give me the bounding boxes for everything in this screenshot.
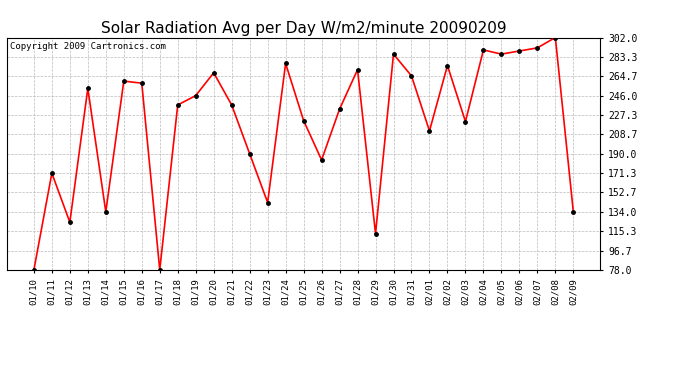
Text: Copyright 2009 Cartronics.com: Copyright 2009 Cartronics.com [10,42,166,51]
Title: Solar Radiation Avg per Day W/m2/minute 20090209: Solar Radiation Avg per Day W/m2/minute … [101,21,506,36]
